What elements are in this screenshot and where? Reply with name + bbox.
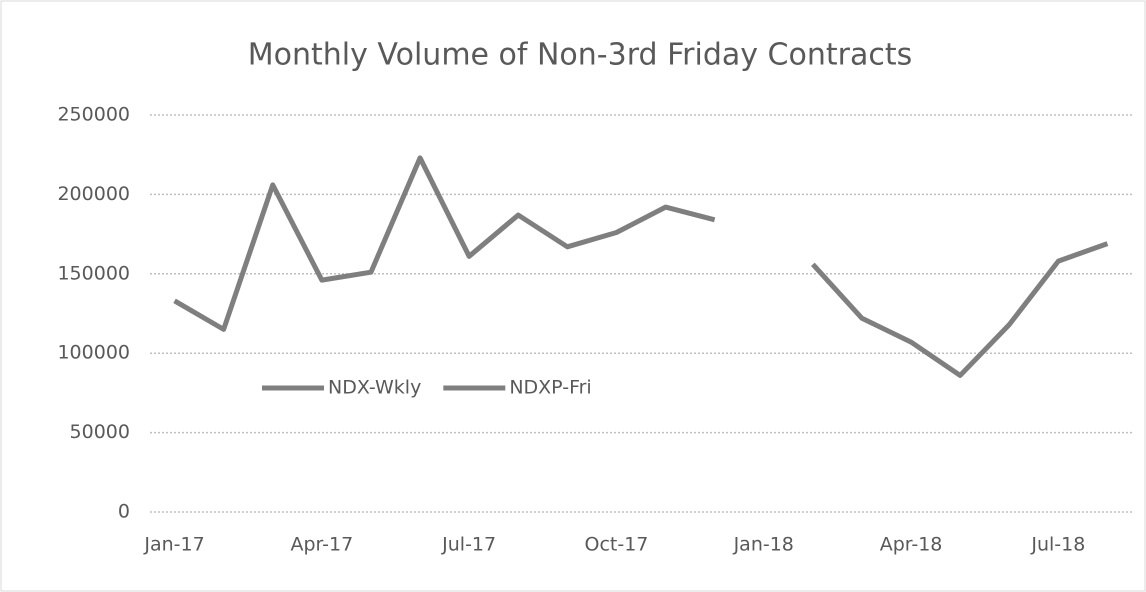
legend-label: NDX-Wkly [328,377,421,399]
x-tick-label: Jan-18 [733,534,794,556]
x-tick-label: Jul-17 [441,534,496,556]
y-tick-label: 50000 [70,421,130,443]
chart-title: Monthly Volume of Non-3rd Friday Contrac… [248,38,912,73]
y-tick-label: 0 [118,501,130,523]
x-tick-label: Oct-17 [585,534,649,556]
x-tick-label: Jul-18 [1030,534,1085,556]
legend-label: NDXP-Fri [509,377,591,399]
series-line [811,241,1109,378]
x-tick-label: Apr-18 [880,534,943,556]
y-tick-label: 200000 [57,183,130,205]
y-tick-label: 100000 [57,342,130,364]
series-line [173,155,716,332]
y-tick-label: 150000 [57,262,130,284]
x-tick-label: Apr-17 [291,534,354,556]
y-tick-label: 250000 [57,104,130,126]
x-tick-label: Jan-17 [143,534,204,556]
